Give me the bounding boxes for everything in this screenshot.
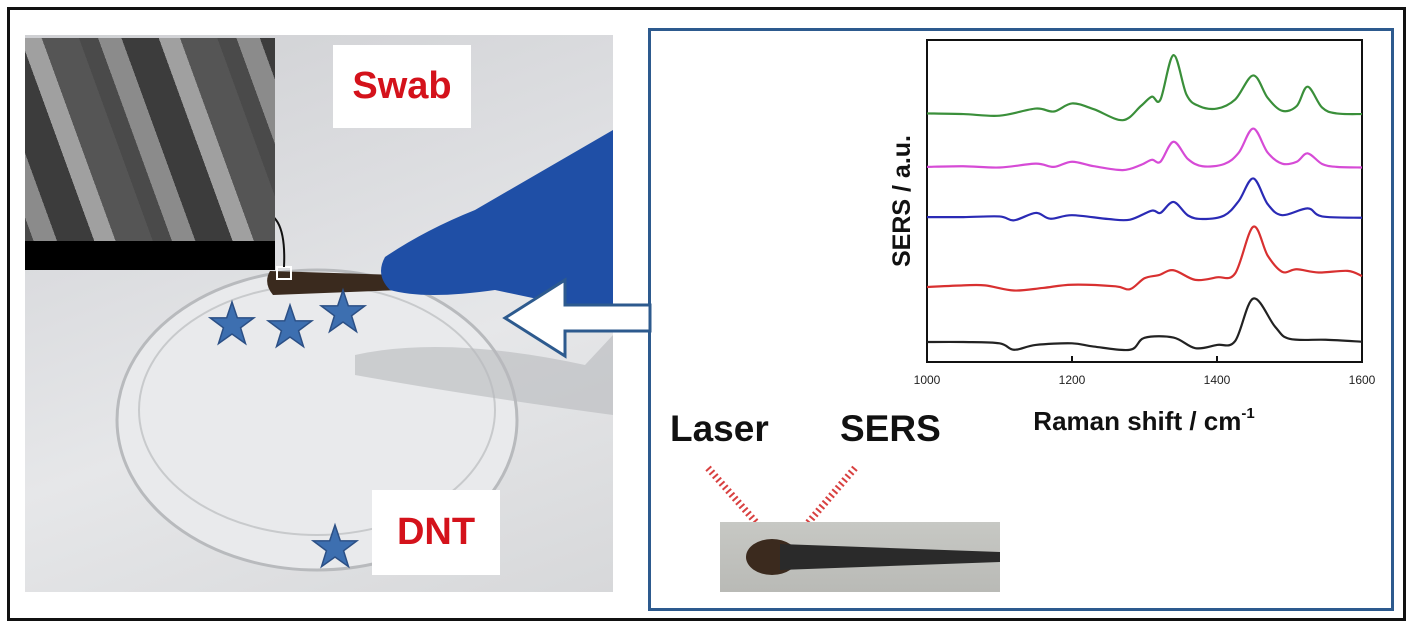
sem-info-bar — [25, 241, 275, 270]
spectrum-line-4 — [926, 225, 1363, 292]
swab-photo: Swab DNT — [25, 35, 613, 592]
dnt-label: DNT — [372, 490, 500, 575]
spectrum-line-1 — [926, 54, 1363, 122]
swab-label: Swab — [333, 45, 471, 128]
figure-frame — [7, 7, 1406, 621]
y-axis-label: SERS / a.u. — [888, 135, 916, 267]
x-tick-label: 1200 — [1059, 373, 1086, 387]
x-tick-label: 1000 — [914, 373, 941, 387]
shadow — [355, 335, 613, 415]
star-icon — [207, 299, 257, 346]
star-icon — [310, 522, 360, 569]
x-axis-label-text: Raman shift / cm — [1033, 406, 1241, 436]
laser-label: Laser — [670, 408, 769, 449]
sers-label: SERS — [840, 408, 941, 449]
star-icon — [318, 287, 368, 334]
left-arrow-icon — [502, 277, 652, 359]
swab-shaft — [780, 544, 1000, 570]
swab-closeup-photo — [720, 522, 1000, 592]
plot-frame — [926, 39, 1363, 363]
star-icon — [265, 302, 315, 349]
spectrum-line-2 — [926, 127, 1363, 172]
swab-stick — [267, 271, 400, 295]
sem-image-inset — [25, 38, 275, 270]
laser-beam — [705, 465, 773, 541]
swab-closeup — [746, 539, 1000, 575]
x-tick-label: 1600 — [1349, 373, 1376, 387]
spectrum-line-3 — [926, 177, 1363, 222]
x-axis-label: Raman shift / cm-1 — [1033, 405, 1254, 436]
blue-glove — [381, 130, 613, 315]
spectrum-line-5 — [926, 297, 1363, 352]
x-tick-label: 1400 — [1204, 373, 1231, 387]
x-axis-label-superscript: -1 — [1241, 405, 1254, 422]
